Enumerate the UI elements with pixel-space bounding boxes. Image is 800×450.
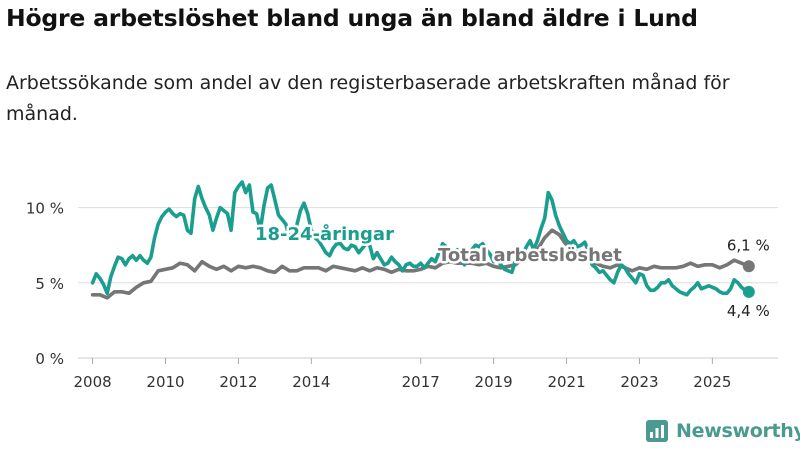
x-tick-label: 2014: [292, 373, 330, 391]
series-line-youth: [90, 180, 751, 297]
y-tick-label: 10 %: [26, 200, 64, 218]
series-label-youth-halo: 18-24-åringar: [255, 223, 394, 245]
x-tick-label: 2017: [402, 373, 440, 391]
end-label-youth: 4,4 %: [727, 302, 770, 320]
x-tick-label: 2008: [73, 373, 111, 391]
brand-name: Newsworthy: [676, 420, 800, 442]
x-tick-label: 2021: [547, 373, 585, 391]
x-tick-label: 2010: [146, 373, 184, 391]
x-tick-label: 2023: [620, 373, 658, 391]
chart-subtitle: Arbetssökande som andel av den registerb…: [6, 72, 730, 125]
series-label-total-halo: Total arbetslöshet: [438, 245, 622, 266]
x-tick-label: 2019: [475, 373, 513, 391]
series-label-youth: 18-24-åringar: [255, 223, 394, 245]
x-tick-label: 2025: [693, 373, 731, 391]
series-line-total: [90, 228, 751, 300]
newsworthy-brand[interactable]: Newsworthy: [646, 420, 800, 442]
y-tick-label: 5 %: [35, 275, 64, 293]
end-marker-total: [742, 260, 755, 273]
end-marker-youth: [742, 285, 755, 298]
newsworthy-logo-icon: [646, 420, 668, 442]
x-tick-label: 2012: [219, 373, 257, 391]
y-tick-label: 0 %: [35, 350, 64, 368]
series-label-total: Total arbetslöshet: [438, 245, 622, 266]
end-label-total: 6,1 %: [727, 236, 770, 254]
chart-title: Högre arbetslöshet bland unga än bland ä…: [6, 4, 698, 32]
